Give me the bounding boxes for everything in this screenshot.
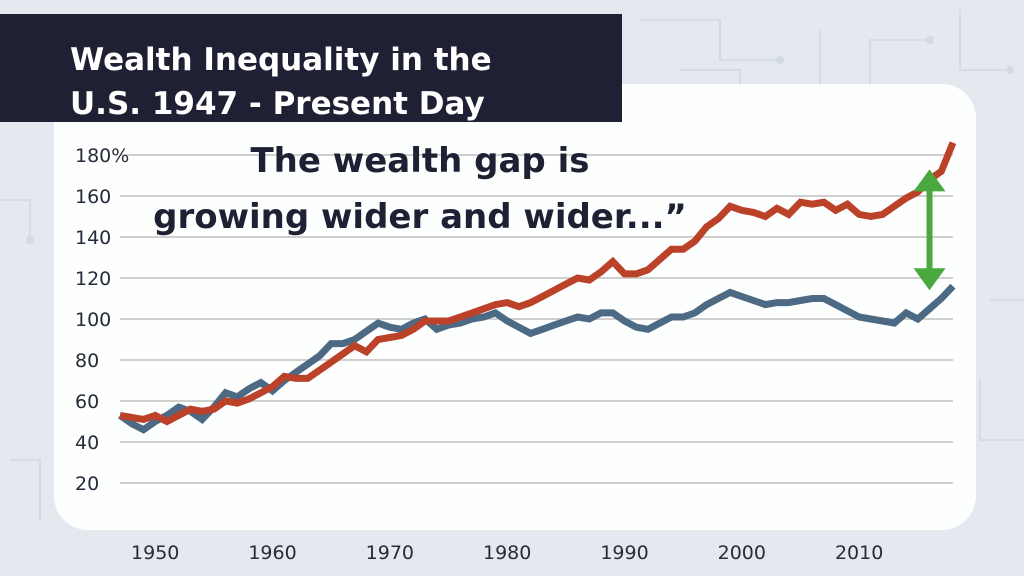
series-lines bbox=[117, 141, 957, 434]
title-banner: Wealth Inequality in the U.S. 1947 - Pre… bbox=[0, 14, 622, 122]
annotation-line-1: The wealth gap is bbox=[250, 141, 589, 181]
title-line-2: U.S. 1947 - Present Day bbox=[70, 86, 485, 122]
x-tick-label: 1980 bbox=[483, 542, 531, 564]
x-axis-ticks: 1950 1960 1970 1980 1990 2000 2010 bbox=[131, 542, 883, 564]
x-tick-label: 2010 bbox=[835, 542, 883, 564]
gap-arrow-head-down bbox=[913, 268, 946, 291]
annotation-line-2: growing wider and wider...” bbox=[153, 197, 687, 237]
y-tick-label: 100 bbox=[75, 309, 111, 331]
y-tick-label: 40 bbox=[75, 432, 99, 454]
y-tick-label: 180% bbox=[75, 145, 129, 167]
x-tick-label: 1970 bbox=[366, 542, 414, 564]
y-tick-label: 80 bbox=[75, 350, 99, 372]
gridlines bbox=[120, 154, 953, 484]
y-tick-label: 140 bbox=[75, 227, 111, 249]
x-tick-label: 1960 bbox=[248, 542, 296, 564]
title-line-1: Wealth Inequality in the bbox=[70, 42, 492, 78]
series-line-red bbox=[119, 141, 957, 426]
y-tick-label: 160 bbox=[75, 186, 111, 208]
y-axis-ticks: 180% 160 140 120 100 80 60 40 20 bbox=[75, 145, 129, 495]
y-tick-label: 120 bbox=[75, 268, 111, 290]
gap-arrow-head-up bbox=[913, 169, 946, 192]
x-tick-label: 1990 bbox=[600, 542, 648, 564]
y-tick-label: 60 bbox=[75, 391, 99, 413]
x-tick-label: 2000 bbox=[718, 542, 766, 564]
series-line-blue bbox=[117, 283, 956, 434]
gap-arrow bbox=[913, 169, 946, 291]
page-title: Wealth Inequality in the U.S. 1947 - Pre… bbox=[70, 38, 610, 126]
x-tick-label: 1950 bbox=[131, 542, 179, 564]
y-tick-label: 20 bbox=[75, 473, 99, 495]
